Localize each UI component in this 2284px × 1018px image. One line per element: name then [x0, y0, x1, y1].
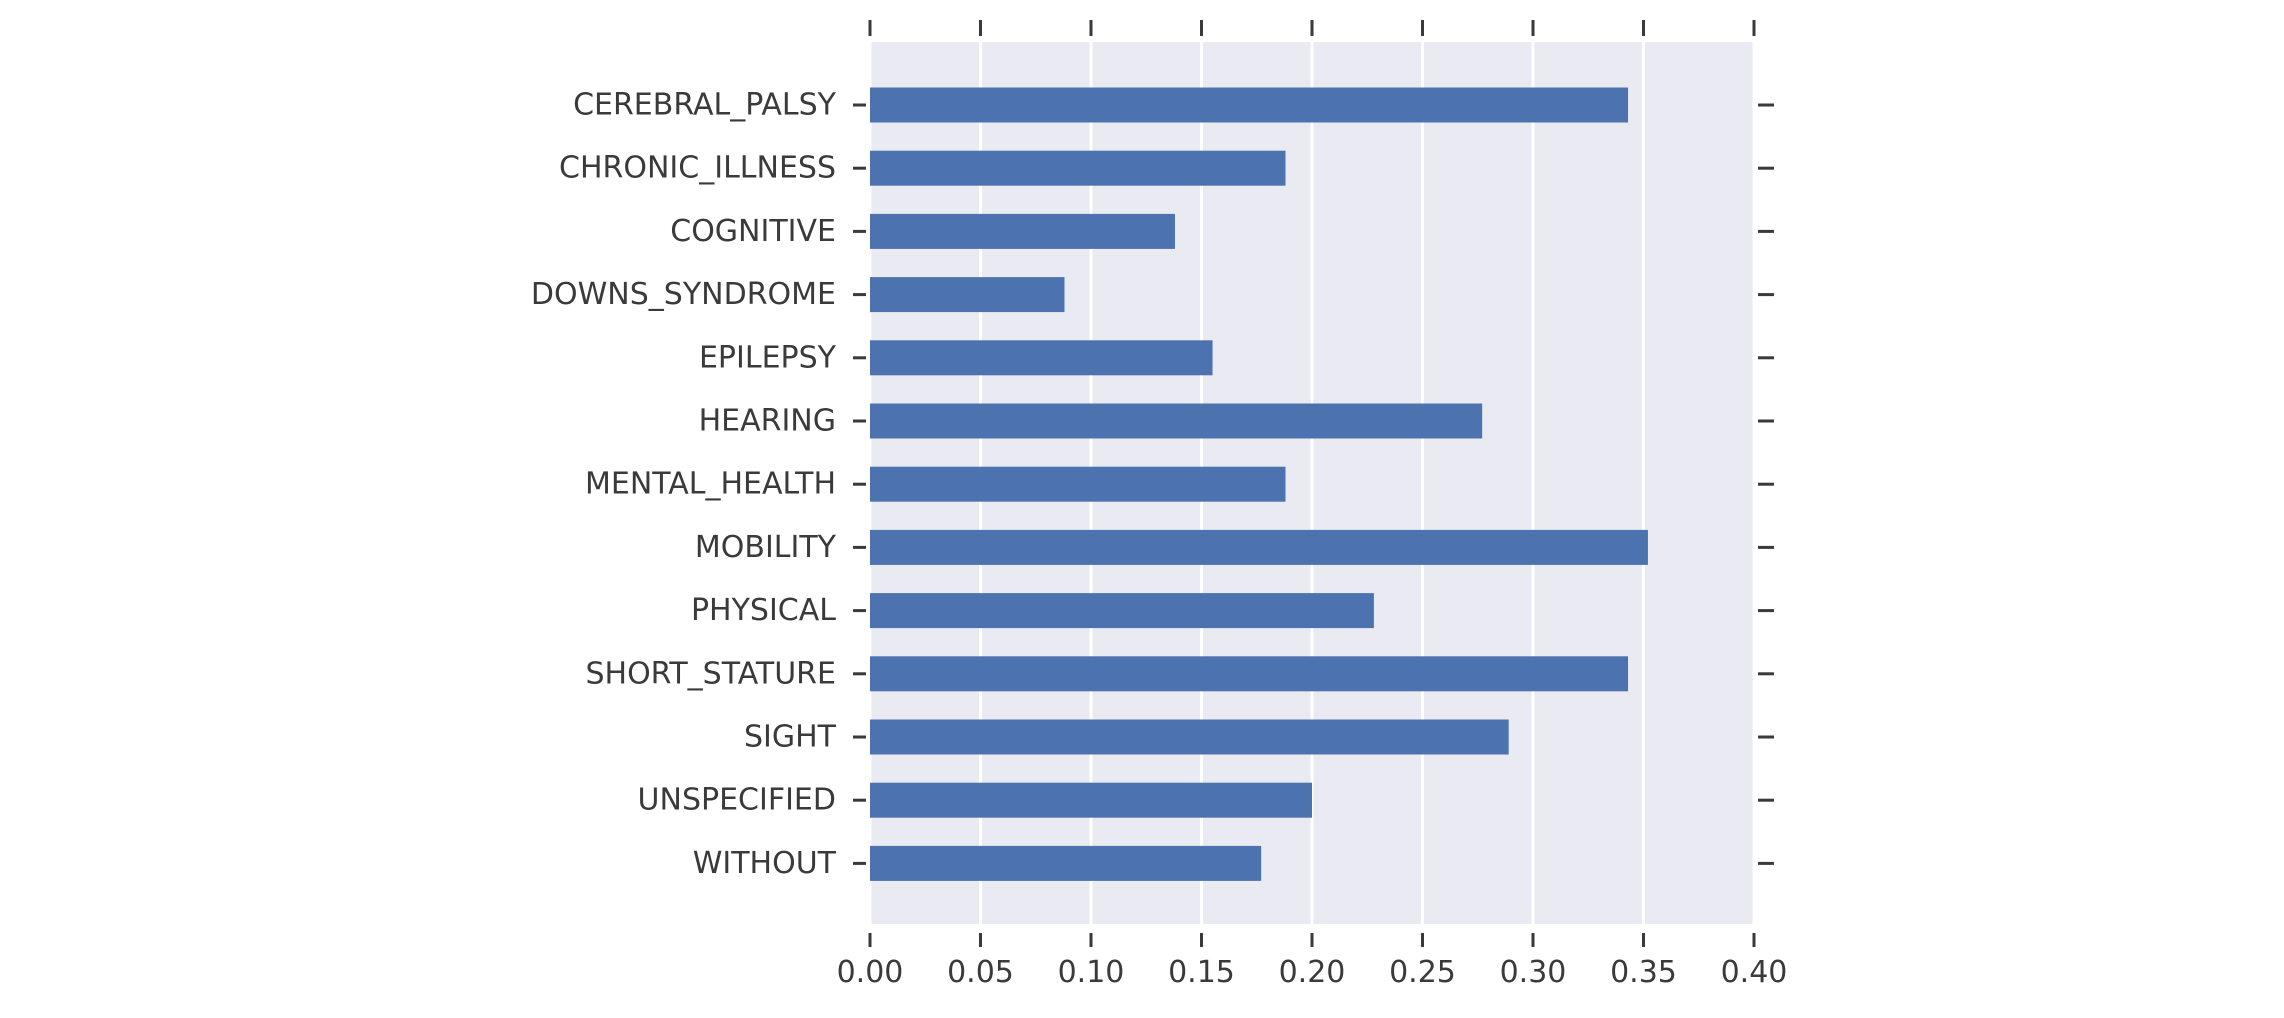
y-tick-label: SIGHT	[744, 720, 837, 755]
y-axis-ticks	[853, 103, 866, 865]
x-tick-label: 0.05	[947, 955, 1014, 990]
x-tick-label: 0.00	[837, 955, 904, 990]
y-tick-label: UNSPECIFIED	[638, 783, 836, 818]
x-tick-label: 0.20	[1279, 955, 1346, 990]
y-tick-label: HEARING	[699, 404, 836, 439]
y-tick-label: CHRONIC_ILLNESS	[559, 151, 836, 186]
bar	[870, 213, 1175, 249]
right-tick-marks	[1758, 103, 1774, 865]
x-tick-label: 0.35	[1610, 955, 1677, 990]
bar	[870, 845, 1262, 881]
x-tick-label: 0.10	[1058, 955, 1125, 990]
y-axis-labels: CEREBRAL_PALSY CHRONIC_ILLNESS COGNITIVE DO…	[531, 88, 837, 881]
y-tick-label: EPILEPSY	[699, 340, 837, 375]
top-tick-marks	[868, 20, 1756, 36]
x-axis-ticks: 0.00 0.05 0.10 0.15 0.20 0.25 0.30 0.35 0.40	[837, 933, 1788, 990]
y-tick-label: PHYSICAL	[691, 593, 836, 628]
y-tick-label: MENTAL_HEALTH	[585, 467, 836, 502]
bar	[870, 150, 1286, 186]
bar	[870, 593, 1374, 629]
bar	[870, 277, 1065, 313]
x-tick-label: 0.25	[1389, 955, 1456, 990]
y-tick-label: MOBILITY	[695, 530, 837, 565]
y-tick-label: WITHOUT	[693, 846, 837, 881]
y-tick-label: COGNITIVE	[670, 214, 836, 249]
bars	[870, 87, 1648, 881]
y-tick-label: CEREBRAL_PALSY	[573, 88, 837, 123]
bar	[870, 656, 1629, 692]
y-tick-label: DOWNS_SYNDROME	[531, 277, 836, 312]
bar	[870, 340, 1213, 376]
bar	[870, 403, 1483, 439]
x-tick-label: 0.30	[1500, 955, 1567, 990]
bar	[870, 87, 1629, 123]
x-tick-label: 0.40	[1721, 955, 1788, 990]
bar	[870, 529, 1648, 565]
bar	[870, 782, 1312, 818]
x-tick-label: 0.15	[1168, 955, 1235, 990]
y-tick-label: SHORT_STATURE	[585, 656, 836, 691]
bar	[870, 466, 1286, 502]
bar	[870, 719, 1509, 755]
